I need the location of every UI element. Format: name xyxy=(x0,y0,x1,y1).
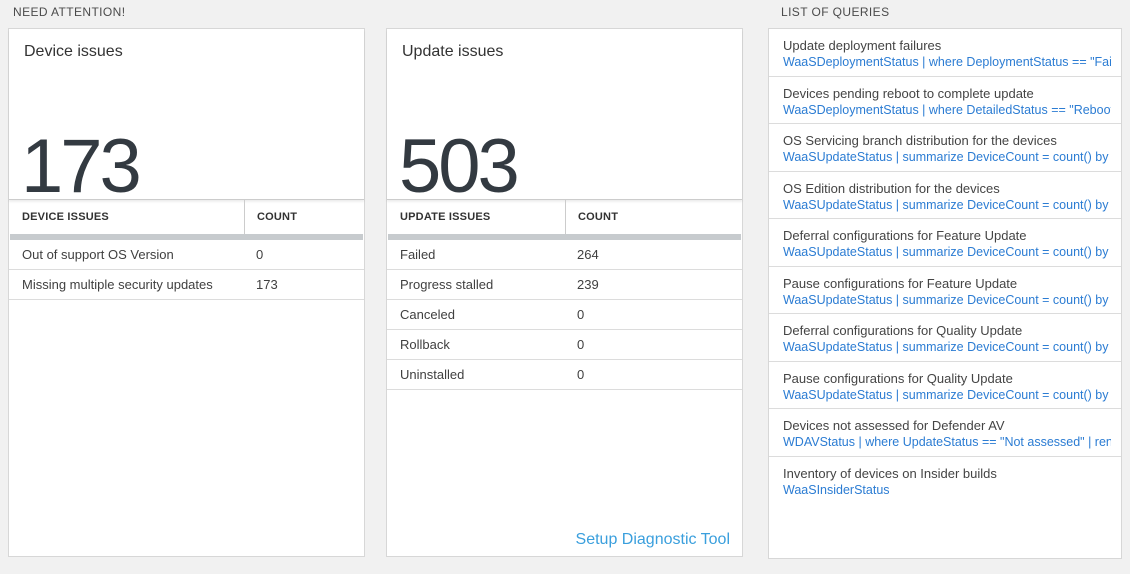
update-issues-title: Update issues xyxy=(402,43,504,60)
table-row[interactable]: Uninstalled 0 xyxy=(387,360,742,390)
query-list-item[interactable]: Devices pending reboot to complete updat… xyxy=(769,77,1121,124)
query-list-item[interactable]: Pause configurations for Feature Update … xyxy=(769,267,1121,314)
query-list-item[interactable]: Deferral configurations for Feature Upda… xyxy=(769,219,1121,267)
setup-diagnostic-tool-link[interactable]: Setup Diagnostic Tool xyxy=(575,531,730,548)
query-title: Inventory of devices on Insider builds xyxy=(783,465,997,481)
query-link[interactable]: WaaSDeploymentStatus | where DeploymentS… xyxy=(783,55,1111,69)
query-list-item[interactable]: Update deployment failures WaaSDeploymen… xyxy=(769,29,1121,77)
device-issues-table: DEVICE ISSUES COUNT Out of support OS Ve… xyxy=(9,200,364,556)
table-divider-bar xyxy=(10,234,363,240)
issue-count: 264 xyxy=(577,247,599,262)
issue-label: Rollback xyxy=(400,337,450,352)
query-link[interactable]: WaaSDeploymentStatus | where DetailedSta… xyxy=(783,102,1111,117)
device-issues-big-number: 173 xyxy=(21,124,142,209)
issue-count: 239 xyxy=(577,277,599,292)
query-list-item[interactable]: Deferral configurations for Quality Upda… xyxy=(769,314,1121,362)
device-issues-column-header: DEVICE ISSUES xyxy=(22,211,109,223)
issue-label: Canceled xyxy=(400,307,455,322)
query-title: Update deployment failures xyxy=(783,38,942,53)
query-title: OS Servicing branch distribution for the… xyxy=(783,133,1057,148)
issue-label: Progress stalled xyxy=(400,277,494,292)
issue-count: 0 xyxy=(577,337,585,352)
query-title: OS Edition distribution for the devices xyxy=(783,180,1000,196)
query-link[interactable]: WaaSUpdateStatus | summarize DeviceCount… xyxy=(783,340,1111,354)
query-list-item[interactable]: OS Edition distribution for the devices … xyxy=(769,172,1121,219)
issue-label: Missing multiple security updates xyxy=(22,277,213,292)
table-row[interactable]: Rollback 0 xyxy=(387,330,742,360)
issue-count: 173 xyxy=(256,277,278,292)
query-title: Deferral configurations for Quality Upda… xyxy=(783,323,1023,338)
query-list-item[interactable]: Inventory of devices on Insider builds W… xyxy=(769,457,1121,559)
update-issues-summary[interactable]: Update issues 503 xyxy=(387,29,742,205)
need-attention-section-label: NEED ATTENTION! xyxy=(13,5,126,19)
issue-label: Out of support OS Version xyxy=(22,247,174,262)
issue-label: Failed xyxy=(400,247,436,262)
update-issues-table-header: UPDATE ISSUES COUNT xyxy=(387,200,742,234)
device-issues-table-body: Out of support OS Version 0 Missing mult… xyxy=(9,240,364,556)
query-list-item[interactable]: OS Servicing branch distribution for the… xyxy=(769,124,1121,172)
update-issues-table: UPDATE ISSUES COUNT Failed 264 Progress … xyxy=(387,200,742,556)
query-link[interactable]: WaaSUpdateStatus | summarize DeviceCount… xyxy=(783,387,1111,402)
issue-count: 0 xyxy=(577,367,585,382)
table-row[interactable]: Canceled 0 xyxy=(387,300,742,330)
query-list-item[interactable]: Pause configurations for Quality Update … xyxy=(769,362,1121,409)
query-link[interactable]: WaaSInsiderStatus xyxy=(783,482,890,497)
issue-count: 0 xyxy=(577,307,585,322)
issue-label: Uninstalled xyxy=(400,367,465,382)
count-column-header: COUNT xyxy=(244,200,364,234)
table-row[interactable]: Missing multiple security updates 173 xyxy=(9,270,364,300)
table-divider-bar xyxy=(388,234,741,240)
query-title: Devices not assessed for Defender AV xyxy=(783,418,1005,433)
query-link[interactable]: WaaSUpdateStatus | summarize DeviceCount… xyxy=(783,150,1111,164)
query-link[interactable]: WaaSUpdateStatus | summarize DeviceCount… xyxy=(783,197,1111,212)
update-issues-column-header: UPDATE ISSUES xyxy=(400,211,491,223)
update-issues-big-number: 503 xyxy=(399,124,520,209)
update-issues-table-body: Failed 264 Progress stalled 239 Canceled… xyxy=(387,240,742,556)
queries-panel: Update deployment failures WaaSDeploymen… xyxy=(768,28,1122,559)
device-issues-summary[interactable]: Device issues 173 xyxy=(9,29,364,205)
update-issues-tile: Update issues 503 UPDATE ISSUES COUNT Fa… xyxy=(386,28,743,557)
query-link[interactable]: WaaSUpdateStatus | summarize DeviceCount… xyxy=(783,292,1111,307)
device-issues-title: Device issues xyxy=(24,43,123,60)
query-link[interactable]: WaaSUpdateStatus | summarize DeviceCount… xyxy=(783,245,1111,259)
count-column-header: COUNT xyxy=(565,200,742,234)
table-row[interactable]: Progress stalled 239 xyxy=(387,270,742,300)
query-title: Pause configurations for Feature Update xyxy=(783,275,1018,291)
device-issues-table-header: DEVICE ISSUES COUNT xyxy=(9,200,364,234)
table-row[interactable]: Failed 264 xyxy=(387,240,742,270)
query-title: Pause configurations for Quality Update xyxy=(783,370,1013,386)
list-of-queries-section-label: LIST OF QUERIES xyxy=(781,5,890,19)
issue-count: 0 xyxy=(256,247,264,262)
query-title: Deferral configurations for Feature Upda… xyxy=(783,228,1027,243)
query-link[interactable]: WDAVStatus | where UpdateStatus == "Not … xyxy=(783,435,1111,449)
table-row[interactable]: Out of support OS Version 0 xyxy=(9,240,364,270)
query-title: Devices pending reboot to complete updat… xyxy=(783,85,1034,101)
device-issues-tile: Device issues 173 DEVICE ISSUES COUNT Ou… xyxy=(8,28,365,557)
query-list-item[interactable]: Devices not assessed for Defender AV WDA… xyxy=(769,409,1121,457)
